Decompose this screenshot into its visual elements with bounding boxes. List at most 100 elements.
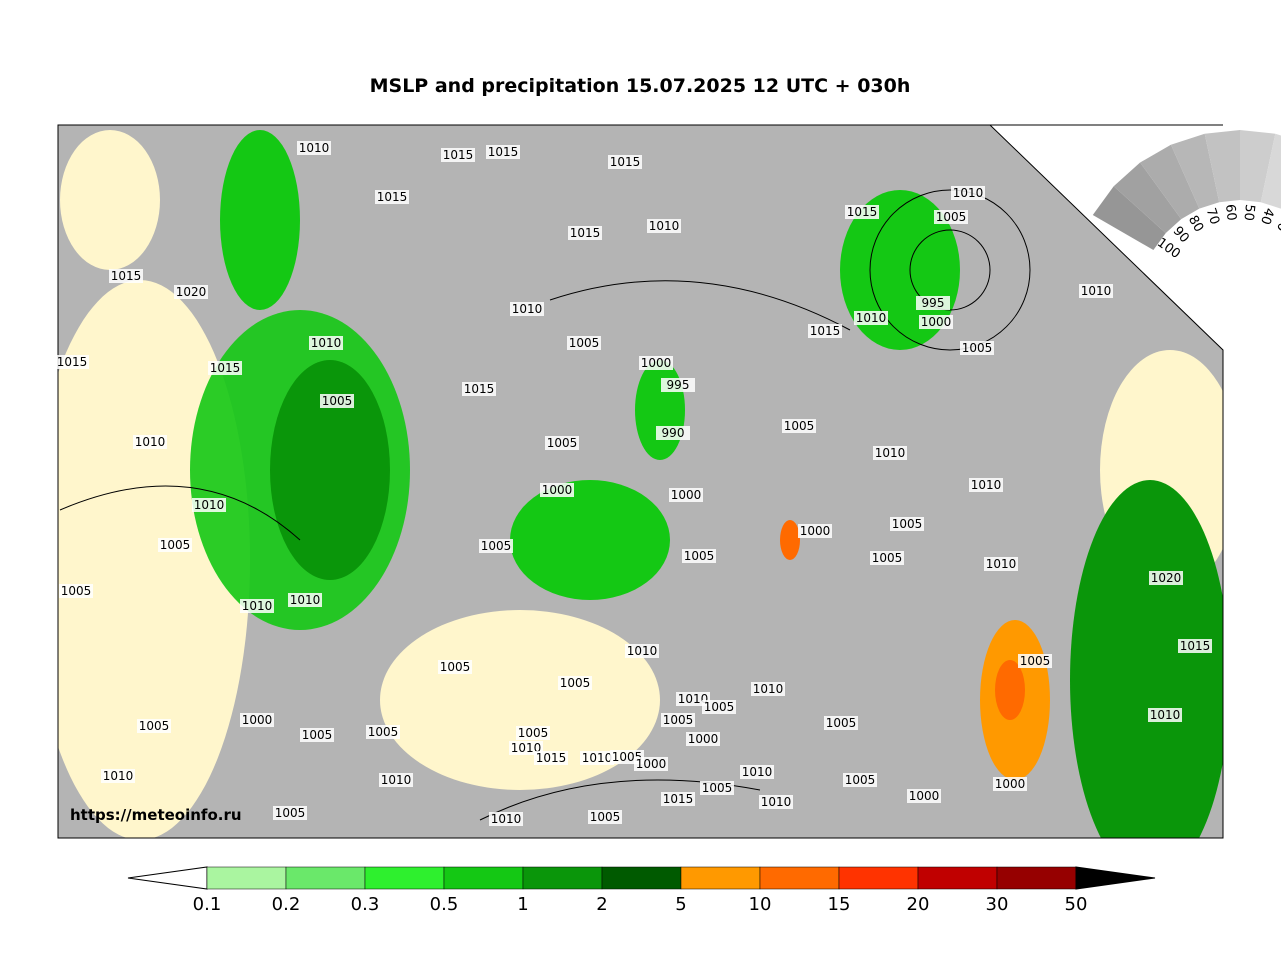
isobar-label-bg (109, 269, 143, 283)
isobar-label-bg (588, 810, 622, 824)
isobar-label-bg (854, 311, 888, 325)
colorbar-label: 15 (828, 894, 851, 915)
isobar-label-bg (1079, 284, 1113, 298)
isobar-label-bg (782, 419, 816, 433)
isobar-label: 1005 (826, 716, 857, 730)
colorbar-box (522, 866, 603, 890)
isobar-label: 1015 (536, 751, 567, 765)
isobar-label: 1005 (892, 517, 923, 531)
colorbar-box (364, 866, 445, 890)
isobar-label-bg (916, 296, 950, 310)
colorbar-label: 30 (986, 894, 1009, 915)
isobar-label: 1005 (704, 700, 735, 714)
isobar-label-bg (462, 382, 496, 396)
title: MSLP and precipitation 15.07.2025 12 UTC… (370, 75, 911, 97)
colorbar-box (206, 866, 287, 890)
isobar-label: 1005 (61, 584, 92, 598)
isobar-label: 1005 (518, 726, 549, 740)
cloud-scale-label: 30 (1273, 213, 1281, 235)
cloud-scale-segment (1170, 133, 1220, 209)
isobar-label-bg (486, 145, 520, 159)
colorbar-label: 2 (596, 894, 607, 915)
isobar-label: 995 (922, 296, 945, 310)
isobar-label-bg (608, 155, 642, 169)
isobar-label: 1010 (194, 498, 225, 512)
isobar-label: 1015 (610, 155, 641, 169)
isobar-label: 1010 (511, 741, 542, 755)
isobar-label: 1005 (872, 551, 903, 565)
isobar-label-bg (843, 773, 877, 787)
isobar-label: 1005 (547, 436, 578, 450)
colorbar-label: 0.3 (351, 894, 380, 915)
isobar-label-bg (59, 584, 93, 598)
isobar-label-bg (309, 336, 343, 350)
isobar-label: 1005 (569, 336, 600, 350)
isobar-label: 1005 (139, 719, 170, 733)
cloud-scale-label: 80 (1185, 213, 1206, 235)
isobar-label: 1005 (160, 538, 191, 552)
isobar-label-bg (489, 812, 523, 826)
cloud-scale-segment (1113, 162, 1182, 234)
colorbar-box (838, 866, 919, 890)
isobar-label: 1005 (702, 781, 733, 795)
isobar-label: 1005 (590, 810, 621, 824)
colorbar-box (285, 866, 366, 890)
colorbar-over (1075, 866, 1156, 890)
colorbar-box (996, 866, 1077, 890)
isobar-label-bg (808, 324, 842, 338)
isobar-label-bg (647, 219, 681, 233)
isobar-label: 1010 (491, 812, 522, 826)
isobar-label-bg (751, 682, 785, 696)
isobar-label-bg (870, 551, 904, 565)
isobar-label-bg (510, 302, 544, 316)
isobar-label-bg (568, 226, 602, 240)
isobar-label-bg (700, 781, 734, 795)
isobar-label-bg (273, 806, 307, 820)
colorbar-label: 0.5 (430, 894, 459, 915)
isobar-label-bg (993, 777, 1027, 791)
isobar-label: 1005 (322, 394, 353, 408)
colorbar-label: 20 (907, 894, 930, 915)
isobar-label-bg (824, 716, 858, 730)
isobar-label-bg (639, 356, 673, 370)
isobar-label: 1005 (962, 341, 993, 355)
isobar-label-bg (208, 361, 242, 375)
isobar-label: 1005 (560, 676, 591, 690)
isobar-label: 1000 (995, 777, 1026, 791)
cloud-scale-label: 60 (1222, 204, 1239, 222)
isobar-label: 1005 (784, 419, 815, 433)
isobar-label: 1010 (971, 478, 1002, 492)
isobar-label: 1010 (986, 557, 1017, 571)
isobar-label-bg (951, 186, 985, 200)
isobar-label-bg (661, 792, 695, 806)
isobar-label: 995 (667, 378, 690, 392)
isobar-label-bg (375, 190, 409, 204)
isobar-label: 1015 (663, 792, 694, 806)
isobar-label-bg (1178, 639, 1212, 653)
isobar-label: 1005 (936, 210, 967, 224)
cloud-scale-segment (1092, 186, 1166, 250)
isobar-label: 1015 (810, 324, 841, 338)
isobar-label: 1010 (242, 599, 273, 613)
isobar-label-bg (740, 765, 774, 779)
isobar-label-bg (960, 341, 994, 355)
isobar-label: 1000 (921, 315, 952, 329)
isobar-label: 1010 (381, 773, 412, 787)
isobar-label-bg (240, 599, 274, 613)
isobar-label-bg (1149, 571, 1183, 585)
isobar-label-bg (656, 426, 690, 440)
isobar-label: 1005 (481, 539, 512, 553)
isobar-label: 1000 (909, 789, 940, 803)
colorbar-box (443, 866, 524, 890)
isobar-label: 1010 (627, 644, 658, 658)
isobar-label-bg (320, 394, 354, 408)
isobar-label-bg (661, 713, 695, 727)
isobar-label: 1000 (800, 524, 831, 538)
map-frame (57, 124, 1224, 839)
isobar-label: 1000 (688, 732, 719, 746)
isobar-label-bg (366, 725, 400, 739)
cloud-scale-segment (1204, 130, 1240, 203)
isobar-label-bg (669, 488, 703, 502)
map-field (58, 125, 1223, 838)
isobar-label-bg (907, 789, 941, 803)
